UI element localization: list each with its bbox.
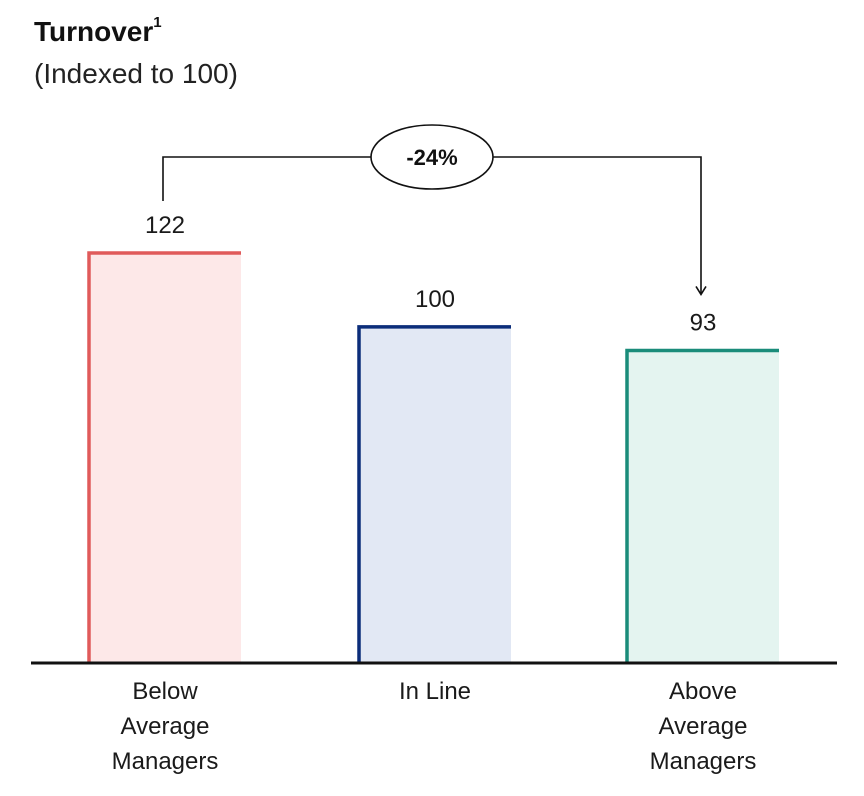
category-label-0-1: Average	[121, 713, 210, 740]
bar-outline-2	[625, 348, 779, 663]
chart-title: Turnover1	[34, 13, 162, 47]
category-label-2-2: Managers	[650, 748, 757, 775]
category-label-0-2: Managers	[112, 748, 219, 775]
bar-fill-0	[89, 253, 241, 663]
value-label-0: 122	[145, 212, 185, 239]
annotation-ellipse	[370, 124, 494, 190]
bar-outline-0	[87, 251, 241, 663]
value-label-1: 100	[415, 286, 455, 313]
annotation-label: -24%	[406, 145, 457, 170]
category-label-2-0: Above	[669, 678, 737, 705]
category-label-0-0: Below	[132, 678, 198, 705]
bar-fill-1	[359, 326, 511, 663]
bar-outline-1	[357, 325, 511, 663]
chart-subtitle: (Indexed to 100)	[34, 58, 238, 89]
value-label-2: 93	[690, 309, 717, 336]
category-label-2-1: Average	[659, 713, 748, 740]
title-superscript: 1	[153, 13, 162, 31]
category-label-1-0: In Line	[399, 678, 471, 705]
annotation-arrowhead	[695, 286, 707, 296]
bar-fill-2	[627, 350, 779, 663]
